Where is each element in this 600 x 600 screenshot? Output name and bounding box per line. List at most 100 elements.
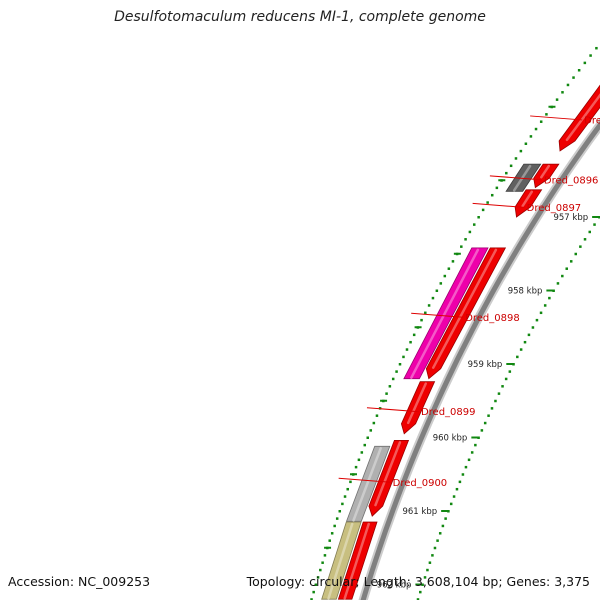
ruler-dot bbox=[556, 282, 560, 285]
outer-ruler-dot bbox=[431, 296, 435, 300]
gene-feature-highlight bbox=[374, 441, 402, 507]
outer-ruler-dot bbox=[398, 363, 402, 366]
ruler-dot bbox=[504, 377, 508, 381]
outer-ruler-dot bbox=[464, 238, 467, 241]
ruler-dot bbox=[519, 348, 523, 351]
outer-ruler-dot bbox=[572, 76, 575, 79]
gene-feature-highlight bbox=[540, 164, 551, 179]
gene-label: Dred_0899 bbox=[421, 407, 476, 418]
kbp-tick-label: 958 kbp bbox=[508, 287, 543, 297]
ruler-dot bbox=[464, 465, 468, 469]
outer-ruler-dot bbox=[409, 340, 412, 344]
outer-ruler-dot bbox=[420, 318, 423, 322]
ruler-dot bbox=[433, 546, 437, 550]
ruler-dot bbox=[423, 576, 427, 579]
gene-label: Dred_0896 bbox=[544, 175, 599, 186]
ruler-dot bbox=[494, 399, 497, 403]
gene-label-leader bbox=[338, 477, 391, 483]
gene-label-leader bbox=[530, 115, 583, 121]
ruler-dot bbox=[444, 517, 447, 520]
gene-feature bbox=[558, 84, 600, 152]
gene-label-leader bbox=[366, 407, 419, 413]
gene-feature-highlight bbox=[521, 190, 534, 208]
outer-ruler-dot bbox=[405, 348, 409, 351]
gene-feature-highlight bbox=[352, 447, 382, 522]
outer-ruler-dot bbox=[566, 83, 570, 87]
outer-ruler-dot bbox=[341, 502, 344, 506]
outer-ruler-dot bbox=[357, 458, 361, 462]
ruler-dot bbox=[535, 318, 539, 322]
outer-ruler-dot bbox=[509, 164, 513, 168]
outer-ruler-dot bbox=[319, 568, 322, 572]
outer-ruler-dot bbox=[333, 524, 336, 528]
kbp-tick-label: 959 kbp bbox=[468, 360, 503, 370]
outer-ruler-dot bbox=[310, 598, 313, 600]
kbp-tick-label: 960 kbp bbox=[433, 434, 468, 444]
ruler-dot bbox=[480, 429, 484, 432]
ruler-dot bbox=[497, 392, 501, 395]
outer-ruler-dot bbox=[343, 495, 347, 498]
outer-ruler-dot bbox=[330, 532, 334, 535]
ruler-dot bbox=[574, 252, 578, 256]
ruler-dot bbox=[569, 260, 573, 263]
outer-ruler-dot bbox=[363, 443, 367, 447]
outer-ruler-dot bbox=[451, 260, 455, 263]
ruler-dot bbox=[458, 480, 462, 484]
genes-layer bbox=[321, 84, 600, 600]
outer-ruler-dot bbox=[534, 127, 538, 131]
topology-info-text: Topology: circular; Length: 3,608,104 bp… bbox=[246, 574, 590, 589]
outer-ruler-dot bbox=[388, 385, 392, 388]
outer-ruler-dot bbox=[477, 216, 480, 219]
ruler-dot bbox=[508, 370, 512, 373]
gene-feature-highlight bbox=[410, 248, 480, 379]
outer-ruler-dot bbox=[529, 135, 533, 138]
gene-label: Dred_0900 bbox=[393, 478, 448, 489]
outer-ruler-dot bbox=[354, 465, 358, 469]
outer-ruler-dot bbox=[447, 267, 451, 270]
ruler-dot bbox=[523, 340, 527, 344]
ruler-dot bbox=[419, 590, 422, 594]
outer-ruler-dot bbox=[335, 517, 339, 520]
ruler-dot bbox=[449, 502, 453, 506]
outer-ruler-dot bbox=[395, 370, 398, 373]
outer-ruler-dot bbox=[472, 223, 476, 226]
outer-ruler-dot bbox=[589, 54, 592, 57]
outer-ruler-dot bbox=[427, 304, 431, 307]
outer-ruler-dot bbox=[595, 46, 598, 50]
ruler-dot bbox=[416, 598, 420, 600]
accession-text: Accession: NC_009253 bbox=[8, 574, 151, 589]
outer-ruler-dot bbox=[316, 576, 320, 579]
ruler-dot bbox=[583, 238, 587, 241]
ruler-dot bbox=[431, 554, 434, 557]
ruler-dot bbox=[438, 532, 442, 535]
outer-ruler-dot bbox=[366, 436, 369, 439]
gene-label-leader bbox=[411, 312, 464, 318]
ruler-dot bbox=[490, 407, 494, 410]
backbone-layer bbox=[358, 117, 600, 600]
ruler-dot bbox=[470, 451, 474, 454]
outer-ruler-dot bbox=[519, 149, 523, 153]
gene-label-leader bbox=[472, 202, 525, 208]
outer-ruler-dot bbox=[375, 414, 379, 417]
outer-ruler-dot bbox=[514, 157, 518, 160]
gene-feature bbox=[533, 163, 560, 189]
gene-label: Dred_0897 bbox=[527, 203, 582, 214]
ruler-dot bbox=[516, 355, 519, 359]
outer-ruler-dot bbox=[412, 333, 416, 337]
outer-ruler-dot bbox=[555, 98, 559, 101]
ruler-dot bbox=[483, 421, 487, 425]
outer-ruler-dot bbox=[424, 311, 427, 315]
ruler-dot bbox=[467, 458, 471, 462]
outer-ruler-dot bbox=[443, 274, 447, 278]
outer-ruler-dot bbox=[372, 421, 376, 425]
outer-ruler-dot bbox=[486, 201, 489, 204]
outer-ruler-dot bbox=[545, 113, 548, 116]
ruler-dot bbox=[461, 473, 465, 476]
backbone-ring-shadow bbox=[358, 117, 600, 600]
backbone-ring bbox=[360, 120, 600, 600]
outer-ruler-dot bbox=[505, 171, 508, 175]
outer-ruler-dot bbox=[323, 554, 327, 557]
ruler-dots-layer bbox=[310, 46, 600, 600]
